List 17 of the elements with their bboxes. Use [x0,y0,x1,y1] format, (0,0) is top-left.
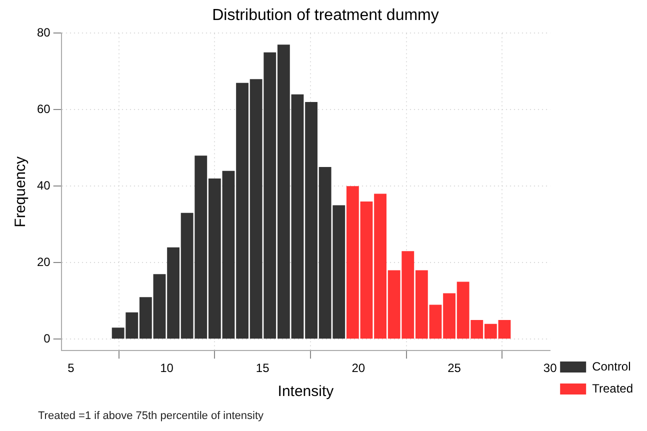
x-tick-label: 5 [68,361,75,376]
y-axis-title: Frequency [12,156,30,228]
x-tick-label: 10 [160,361,174,376]
y-tick-label: 0 [44,331,51,346]
legend-label: Control [592,359,631,374]
x-tick-label: 25 [448,361,462,376]
x-tick-label: 20 [352,361,366,376]
y-tick-label: 80 [36,26,51,40]
y-tick-label: 20 [36,254,51,269]
y-tick-label: 40 [36,178,51,192]
x-axis-title: Intensity [278,383,334,400]
text: Treated =1 if above 75th percentile of intensity [38,410,264,422]
x-tick-label: 15 [256,361,270,376]
chart-title: Distribution of treatment dummy [212,7,439,24]
x-tick-label: 30 [543,361,558,376]
legend-label: Treated [592,381,634,396]
y-tick-label: 60 [36,102,51,116]
